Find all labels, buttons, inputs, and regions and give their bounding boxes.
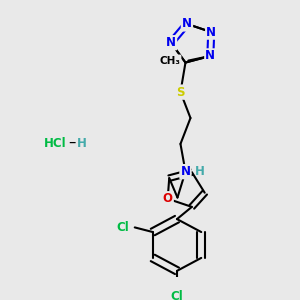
Text: S: S: [176, 85, 185, 99]
Text: H: H: [77, 137, 87, 150]
Text: Cl: Cl: [116, 221, 129, 234]
Text: –: –: [68, 135, 76, 150]
Text: CH₃: CH₃: [159, 56, 180, 66]
Text: N: N: [181, 165, 190, 178]
Text: N: N: [206, 26, 216, 39]
Text: HCl: HCl: [44, 137, 66, 150]
Text: H: H: [194, 165, 204, 178]
Text: O: O: [163, 192, 173, 205]
Text: Cl: Cl: [171, 290, 183, 300]
Text: N: N: [166, 36, 176, 49]
Text: N: N: [182, 17, 192, 30]
Text: N: N: [205, 50, 215, 62]
